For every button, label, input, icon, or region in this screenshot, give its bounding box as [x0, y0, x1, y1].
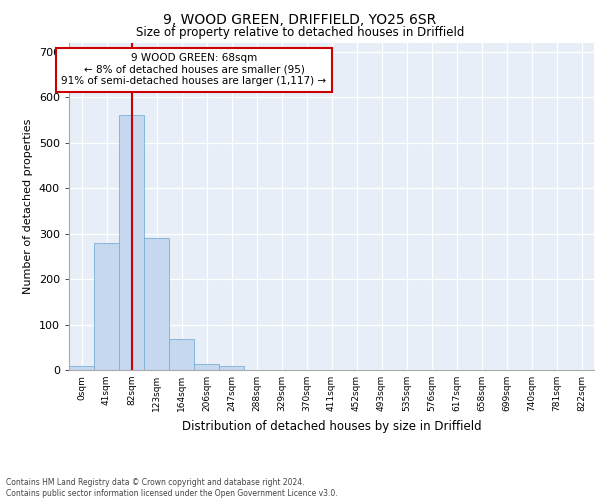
Text: Size of property relative to detached houses in Driffield: Size of property relative to detached ho…	[136, 26, 464, 39]
Bar	[144, 238, 169, 370]
Text: Contains HM Land Registry data © Crown copyright and database right 2024.
Contai: Contains HM Land Registry data © Crown c…	[6, 478, 338, 498]
Bar	[194, 364, 219, 370]
Y-axis label: Number of detached properties: Number of detached properties	[23, 118, 33, 294]
Text: 9, WOOD GREEN, DRIFFIELD, YO25 6SR: 9, WOOD GREEN, DRIFFIELD, YO25 6SR	[163, 12, 437, 26]
Bar	[69, 366, 94, 370]
Bar	[169, 339, 194, 370]
X-axis label: Distribution of detached houses by size in Driffield: Distribution of detached houses by size …	[182, 420, 481, 432]
Bar	[119, 116, 144, 370]
Bar	[94, 242, 119, 370]
Text: 9 WOOD GREEN: 68sqm
← 8% of detached houses are smaller (95)
91% of semi-detache: 9 WOOD GREEN: 68sqm ← 8% of detached hou…	[61, 53, 326, 86]
Bar	[219, 366, 244, 370]
